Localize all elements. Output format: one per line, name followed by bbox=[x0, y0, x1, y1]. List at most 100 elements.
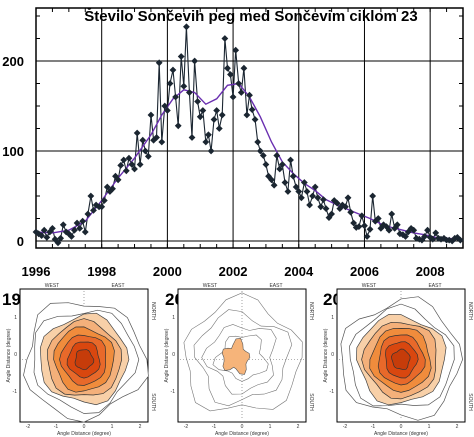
monthly-point bbox=[456, 236, 464, 244]
map-axis-label: Angle Distance (degree) bbox=[164, 328, 170, 382]
monthly-point bbox=[125, 154, 133, 162]
map-contour bbox=[201, 324, 277, 395]
map-axis-label: WEST bbox=[45, 283, 59, 289]
monthly-point bbox=[314, 194, 322, 202]
monthly-point bbox=[215, 125, 223, 132]
monthly-point bbox=[177, 53, 185, 60]
monthly-point bbox=[65, 230, 73, 238]
monthly-point bbox=[393, 221, 401, 229]
monthly-point bbox=[202, 138, 210, 146]
solar-maps: 1996WESTEASTNORTHSOUTHAngle Distance (de… bbox=[2, 283, 473, 437]
monthly-point bbox=[284, 188, 292, 195]
monthly-point bbox=[139, 136, 147, 144]
map-contour bbox=[193, 309, 293, 407]
monthly-point bbox=[366, 225, 374, 233]
map-hotspot bbox=[221, 337, 251, 375]
map-axis-label: -1 bbox=[13, 389, 18, 395]
monthly-point bbox=[240, 64, 248, 72]
monthly-point bbox=[112, 172, 119, 180]
y-tick-label: 100 bbox=[2, 144, 24, 159]
monthly-point bbox=[49, 225, 56, 232]
monthly-point bbox=[451, 234, 459, 242]
map-axis-label: 2 bbox=[139, 424, 142, 430]
monthly-point bbox=[218, 111, 226, 119]
monthly-point bbox=[303, 188, 311, 195]
monthly-point bbox=[243, 111, 251, 119]
monthly-point bbox=[350, 219, 358, 227]
map-contour bbox=[74, 349, 95, 371]
monthly-point bbox=[133, 129, 141, 137]
map-axis-label: WEST bbox=[203, 283, 217, 289]
x-tick-label: 2004 bbox=[284, 264, 314, 279]
monthly-point bbox=[295, 188, 303, 195]
map-axis-label: EAST bbox=[428, 283, 441, 289]
monthly-point bbox=[448, 237, 456, 245]
monthly-point bbox=[122, 167, 130, 175]
monthly-point bbox=[429, 235, 437, 243]
monthly-point bbox=[155, 59, 163, 67]
map-axis-label: 1 bbox=[172, 315, 175, 321]
map-axis-label: -2 bbox=[26, 424, 31, 430]
monthly-point bbox=[278, 161, 286, 168]
monthly-point bbox=[256, 147, 264, 155]
monthly-point bbox=[268, 176, 275, 184]
map-axis-label: 1 bbox=[428, 424, 431, 430]
monthly-point bbox=[246, 91, 253, 99]
monthly-point bbox=[191, 57, 199, 65]
monthly-point bbox=[103, 183, 111, 191]
monthly-point bbox=[281, 179, 289, 186]
monthly-point bbox=[369, 192, 377, 200]
monthly-point bbox=[320, 196, 327, 203]
monthly-point bbox=[287, 156, 294, 164]
monthly-point bbox=[166, 80, 174, 87]
monthly-point bbox=[76, 225, 84, 232]
monthly-point bbox=[199, 107, 207, 114]
monthly-point bbox=[73, 219, 81, 227]
monthly-point bbox=[229, 93, 237, 101]
map-axis-label: EAST bbox=[111, 283, 124, 289]
monthly-point bbox=[38, 232, 45, 239]
map-axis-label: -1 bbox=[212, 424, 217, 430]
monthly-point bbox=[163, 107, 171, 114]
monthly-point bbox=[347, 208, 355, 216]
monthly-point bbox=[81, 228, 89, 236]
solar-map-1996: 1996WESTEASTNORTHSOUTHAngle Distance (de… bbox=[2, 283, 156, 437]
map-axis-label: Angle Distance (degree) bbox=[6, 328, 12, 382]
monthly-point bbox=[205, 131, 212, 139]
monthly-point bbox=[424, 226, 431, 234]
map-axis-label: Angle Distance (degree) bbox=[323, 328, 329, 382]
monthly-point bbox=[183, 23, 190, 31]
monthly-point bbox=[188, 134, 196, 141]
monthly-point bbox=[185, 89, 193, 96]
y-tick-label: 0 bbox=[17, 234, 24, 249]
monthly-point bbox=[306, 201, 314, 209]
map-contour bbox=[212, 334, 269, 382]
map-axis-label: SOUTH bbox=[150, 393, 156, 411]
monthly-point bbox=[237, 89, 245, 96]
y-tick-labels: 0 100 200 bbox=[2, 54, 24, 249]
map-axis-label: 0 bbox=[400, 424, 403, 430]
x-tick-label: 1998 bbox=[87, 264, 116, 279]
map-axis-label: Angle Distance (degree) bbox=[215, 431, 269, 437]
map-axis-label: 0 bbox=[83, 424, 86, 430]
monthly-point bbox=[254, 138, 262, 146]
solar-map-2000: 2000WESTEASTNORTHSOUTHAngle Distance (de… bbox=[164, 283, 314, 437]
monthly-point bbox=[248, 106, 256, 113]
map-axis-label: -1 bbox=[371, 424, 376, 430]
monthly-point bbox=[196, 113, 204, 121]
solar-map-2008: 2008WESTEASTNORTHSOUTHAngle Distance (de… bbox=[323, 283, 473, 437]
tick-marks bbox=[35, 8, 464, 248]
monthly-point bbox=[232, 46, 240, 54]
monthly-point bbox=[106, 188, 114, 195]
monthly-point bbox=[292, 183, 300, 191]
monthly-point bbox=[273, 152, 281, 159]
monthly-point bbox=[174, 122, 182, 130]
map-axis-label: -1 bbox=[54, 424, 59, 430]
monthly-point bbox=[363, 233, 371, 240]
map-axis-label: Angle Distance (degree) bbox=[374, 431, 428, 437]
monthly-point bbox=[322, 205, 330, 212]
monthly-point bbox=[259, 152, 267, 159]
x-tick-label: 1996 bbox=[22, 264, 51, 279]
map-axis-label: SOUTH bbox=[308, 393, 314, 411]
